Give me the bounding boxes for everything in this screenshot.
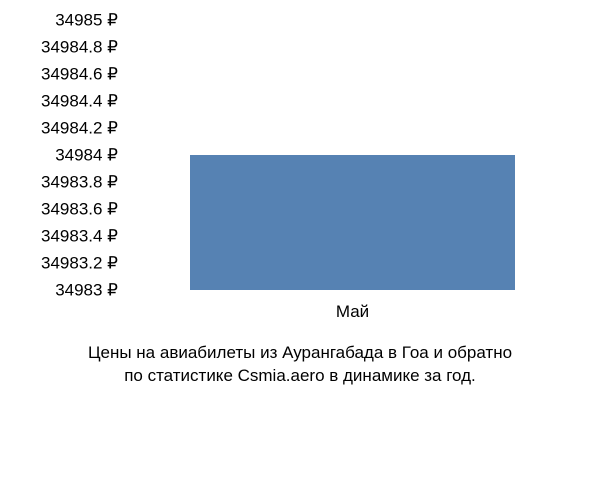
price-chart: 34985 ₽ 34984.8 ₽ 34984.6 ₽ 34984.4 ₽ 34984.… <box>0 0 600 500</box>
y-tick-label: 34984.4 ₽ <box>41 93 118 110</box>
y-tick-label: 34983.6 ₽ <box>41 201 118 218</box>
y-tick-label: 34984.2 ₽ <box>41 120 118 137</box>
plot-area <box>128 20 578 290</box>
y-tick-label: 34985 ₽ <box>55 12 118 29</box>
y-axis: 34985 ₽34984.8 ₽34984.6 ₽34984.4 ₽34984.… <box>0 20 118 290</box>
chart-caption: Цены на авиабилеты из Аурангабада в Гоа … <box>0 342 600 388</box>
bar <box>190 155 515 290</box>
y-tick-label: 34984.6 ₽ <box>41 66 118 83</box>
x-axis-label: Май <box>336 302 369 322</box>
y-tick-label: 34984.8 ₽ <box>41 39 118 56</box>
y-tick-label: 34983.8 ₽ <box>41 174 118 191</box>
caption-line-2: по статистике Csmia.aero в динамике за г… <box>124 366 476 385</box>
y-tick-label: 34984 ₽ <box>55 147 118 164</box>
y-tick-label: 34983 ₽ <box>55 282 118 299</box>
caption-line-1: Цены на авиабилеты из Аурангабада в Гоа … <box>88 343 512 362</box>
y-tick-label: 34983.4 ₽ <box>41 228 118 245</box>
y-tick-label: 34983.2 ₽ <box>41 255 118 272</box>
